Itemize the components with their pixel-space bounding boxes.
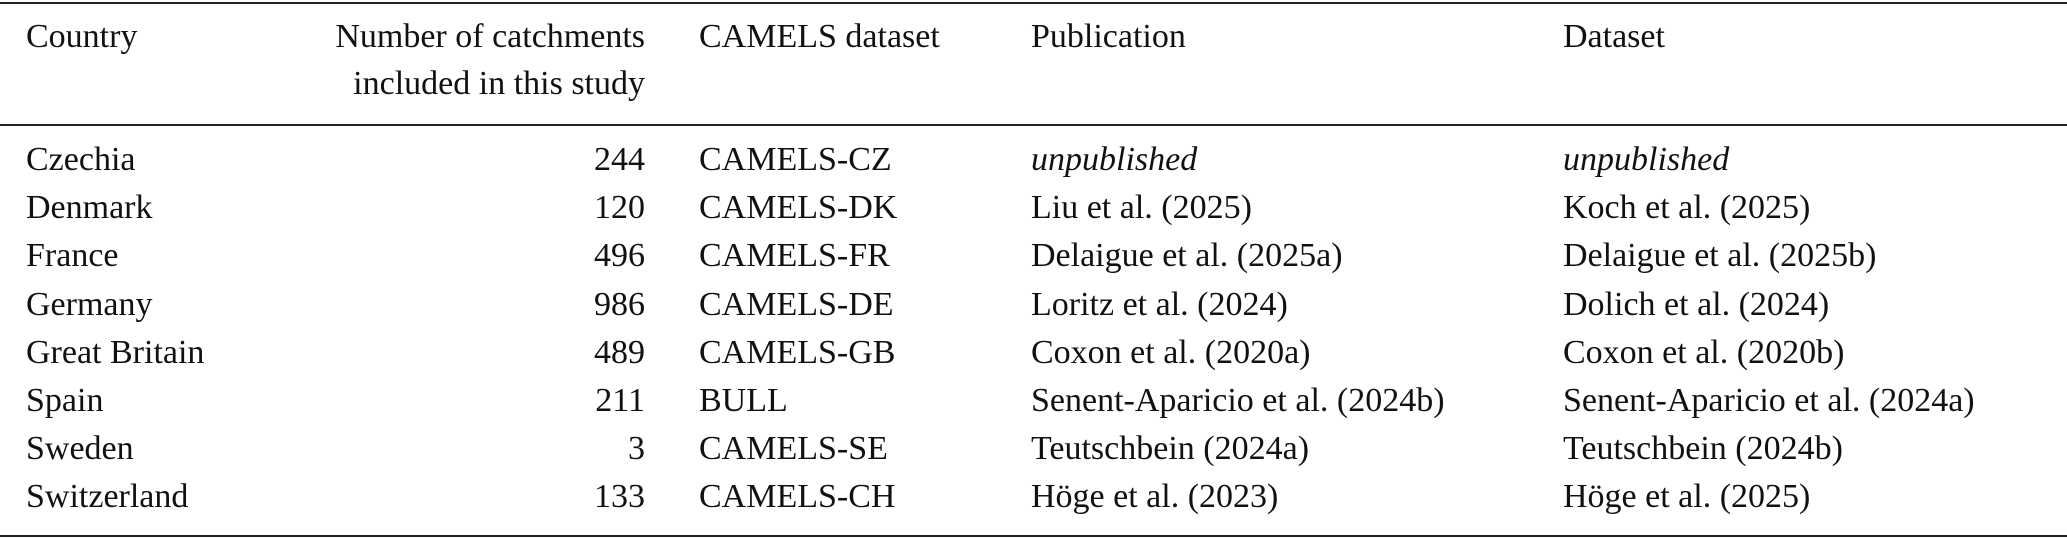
header-cell: CAMELS dataset [699,18,940,55]
table-cell: Coxon et al. (2020a) [1031,333,1311,371]
table-cell: Höge et al. (2023) [1031,478,1279,516]
table-cell: Teutschbein (2024b) [1563,430,1843,468]
table-cell: Coxon et al. (2020b) [1563,333,1845,371]
table-cell: Loritz et al. (2024) [1031,285,1288,323]
table-cell: 496 [594,237,645,275]
header-cell: Publication [1031,18,1186,55]
table-cell: CAMELS-SE [699,430,888,468]
table-cell: Senent-Aparicio et al. (2024b) [1031,382,1445,419]
table-cell: CAMELS-DK [699,189,898,227]
table-cell: CAMELS-DE [699,285,894,323]
table-cell: 211 [595,382,645,419]
top-rule [0,2,2067,4]
table-cell: Great Britain [26,333,205,371]
table-cell: CAMELS-CZ [699,141,892,178]
table-cell: France [26,237,119,275]
table-cell: Sweden [26,430,134,468]
table-cell: 489 [594,333,645,371]
table-cell: unpublished [1031,141,1198,178]
table-cell: Denmark [26,189,153,227]
header-cell: Dataset [1563,18,1665,55]
table-cell: Teutschbein (2024a) [1031,430,1310,468]
header-cell: Number of catchments [335,18,645,55]
table-cell: BULL [699,382,788,419]
table-cell: Liu et al. (2025) [1031,189,1252,227]
table-cell: 244 [594,141,645,178]
table-cell: 120 [594,189,645,227]
table-cell: Germany [26,285,153,323]
table-cell: CAMELS-CH [699,478,896,516]
table-cell: Höge et al. (2025) [1563,478,1811,516]
table-cell: Switzerland [26,478,189,516]
table-cell: Spain [26,382,104,419]
table-cell: 986 [594,285,645,323]
table-cell: Koch et al. (2025) [1563,189,1811,227]
bottom-rule [0,535,2067,537]
table-cell: Senent-Aparicio et al. (2024a) [1563,382,1975,419]
header-cell: included in this study [353,65,645,102]
table-cell: Dolich et al. (2024) [1563,285,1830,323]
table-cell: CAMELS-GB [699,333,896,371]
header-rule [0,124,2067,126]
table-cell: Delaigue et al. (2025b) [1563,237,1877,275]
table-cell: CAMELS-FR [699,237,890,275]
table-cell: 133 [594,478,645,516]
table-cell: unpublished [1563,141,1730,178]
table-cell: 3 [628,430,645,468]
table-cell: Delaigue et al. (2025a) [1031,237,1343,275]
header-cell: Country [26,18,138,55]
table-cell: Czechia [26,141,136,178]
